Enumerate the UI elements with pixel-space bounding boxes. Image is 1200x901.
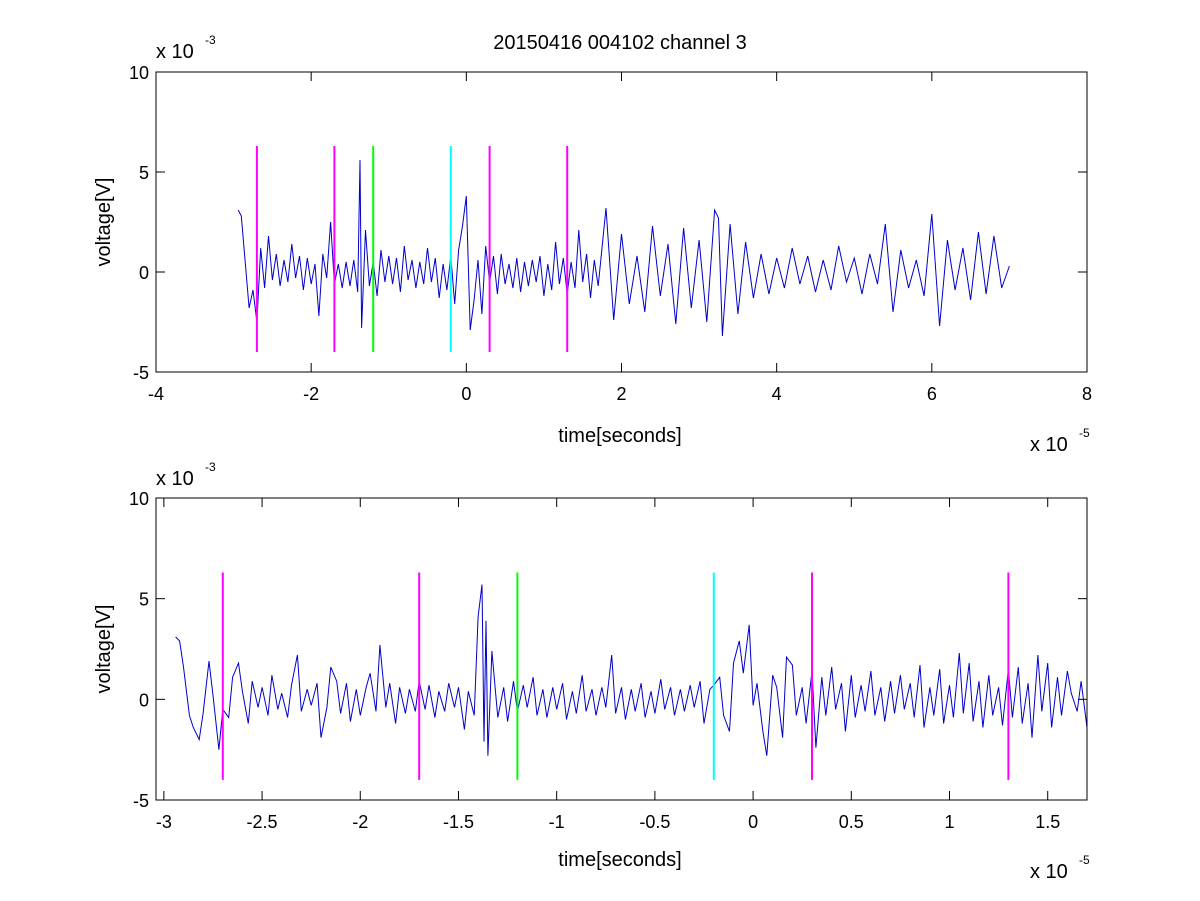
top-x-tick-label: 2 bbox=[616, 384, 626, 404]
bottom-x-tick-label: 1.5 bbox=[1035, 812, 1060, 832]
top-y-tick-label: 5 bbox=[139, 163, 149, 183]
bottom-plot-area bbox=[175, 572, 1088, 780]
bottom-x-tick-label: -3 bbox=[156, 812, 172, 832]
bottom-axes: -3 -2.5 -2 -1.5 -1 -0.5 0 0.5 1 1.5 -5 0 5 10 time[se… bbox=[93, 460, 1090, 883]
bottom-y-multiplier-base: x 10 bbox=[156, 468, 194, 490]
bottom-x-multiplier-base: x 10 bbox=[1030, 861, 1068, 883]
bottom-ticks: -3 -2.5 -2 -1.5 -1 -0.5 0 0.5 1 1.5 -5 0 5 10 bbox=[129, 489, 1087, 832]
top-plot-area bbox=[237, 146, 1010, 352]
top-signal-line bbox=[237, 159, 1010, 337]
top-axes: -4 -2 0 2 4 6 8 -5 0 5 10 time[seconds] voltage[V]… bbox=[93, 33, 1092, 456]
bottom-x-tick-label: 0 bbox=[748, 812, 758, 832]
top-ticks: -4 -2 0 2 4 6 8 -5 0 5 10 bbox=[129, 63, 1092, 404]
top-x-tick-label: 4 bbox=[772, 384, 782, 404]
top-x-multiplier-exponent: -5 bbox=[1079, 426, 1090, 440]
top-x-axis-label: time[seconds] bbox=[558, 425, 681, 447]
bottom-axes-frame bbox=[155, 497, 1088, 801]
bottom-x-tick-label: -2.5 bbox=[247, 812, 278, 832]
bottom-x-tick-label: 1 bbox=[945, 812, 955, 832]
top-x-tick-label: 8 bbox=[1082, 384, 1092, 404]
top-y-tick-label: 0 bbox=[139, 263, 149, 283]
top-y-axis-label: voltage[V] bbox=[93, 178, 115, 267]
top-x-tick-label: 6 bbox=[927, 384, 937, 404]
top-x-multiplier: x 10 -5 bbox=[1030, 426, 1090, 456]
bottom-x-axis-label: time[seconds] bbox=[558, 849, 681, 871]
bottom-x-multiplier: x 10 -5 bbox=[1030, 853, 1090, 883]
bottom-x-tick-label: -1.5 bbox=[443, 812, 474, 832]
bottom-y-axis-label: voltage[V] bbox=[93, 605, 115, 694]
bottom-y-multiplier: x 10 -3 bbox=[156, 460, 216, 490]
bottom-signal-line bbox=[175, 584, 1088, 756]
bottom-x-multiplier-exponent: -5 bbox=[1079, 853, 1090, 867]
top-x-tick-label: -4 bbox=[148, 384, 164, 404]
top-y-tick-label: 10 bbox=[129, 63, 149, 83]
top-x-multiplier-base: x 10 bbox=[1030, 434, 1068, 456]
top-y-multiplier-exponent: -3 bbox=[205, 33, 216, 47]
bottom-x-tick-label: -0.5 bbox=[639, 812, 670, 832]
top-y-multiplier-base: x 10 bbox=[156, 41, 194, 63]
bottom-y-tick-label: 5 bbox=[139, 590, 149, 610]
chart-title: 20150416 004102 channel 3 bbox=[493, 32, 747, 54]
top-x-tick-label: 0 bbox=[461, 384, 471, 404]
top-x-tick-label: -2 bbox=[303, 384, 319, 404]
bottom-y-tick-label: 10 bbox=[129, 489, 149, 509]
top-y-tick-label: -5 bbox=[133, 363, 149, 383]
bottom-y-tick-label: -5 bbox=[133, 791, 149, 811]
bottom-y-tick-label: 0 bbox=[139, 690, 149, 710]
bottom-x-tick-label: 0.5 bbox=[839, 812, 864, 832]
bottom-y-multiplier-exponent: -3 bbox=[205, 460, 216, 474]
bottom-x-tick-label: -2 bbox=[352, 812, 368, 832]
top-y-multiplier: x 10 -3 bbox=[156, 33, 216, 63]
bottom-x-tick-label: -1 bbox=[549, 812, 565, 832]
